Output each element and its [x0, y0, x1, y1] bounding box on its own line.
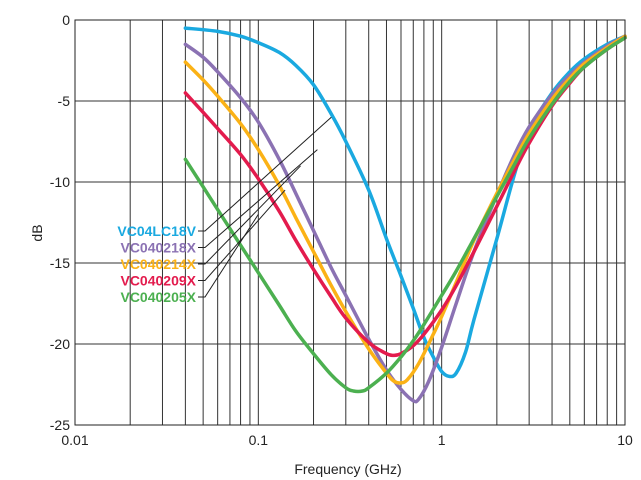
legend-leader-line [198, 189, 286, 281]
legend-label-VC040214X: VC040214X [120, 256, 196, 272]
x-tick-label: 10 [617, 432, 633, 448]
x-tick-label: 0.1 [249, 432, 269, 448]
legend-label-VC040218X: VC040218X [120, 240, 196, 256]
y-tick-label: 0 [62, 12, 70, 28]
y-tick-label: -25 [50, 417, 70, 433]
legend: VC04LC18VVC040218XVC040214XVC040209XVC04… [117, 223, 196, 305]
series-line-VC040205X [183, 36, 627, 394]
x-tick-label: 0.01 [61, 432, 88, 448]
series-line-VC04LC18V [183, 26, 627, 379]
series-line-VC040214X [183, 34, 627, 385]
plot-frame [74, 19, 626, 426]
legend-leader-line [198, 165, 301, 265]
y-axis-title: dB [29, 224, 45, 241]
legend-label-VC040205X: VC040205X [120, 289, 196, 305]
y-tick-label: -15 [50, 255, 70, 271]
legend-leader-line [198, 149, 318, 248]
legend-label-VC040209X: VC040209X [120, 273, 196, 289]
x-tick-label: 1 [438, 432, 446, 448]
legend-leader-line [198, 116, 332, 232]
series-line-VC040218X [183, 34, 627, 404]
y-tick-label: -10 [50, 174, 70, 190]
y-tick-label: -20 [50, 336, 70, 352]
legend-label-VC04LC18V: VC04LC18V [117, 223, 196, 239]
y-tick-labels: 0 -5 -10 -15 -20 -25 [50, 12, 70, 433]
series-lines [183, 26, 627, 404]
y-tick-label: -5 [58, 93, 71, 109]
x-tick-labels: 0.01 0.1 1 10 [61, 432, 633, 448]
x-axis-title: Frequency (GHz) [294, 461, 401, 477]
legend-leader-line [198, 214, 259, 298]
legend-leader-lines [198, 116, 332, 298]
